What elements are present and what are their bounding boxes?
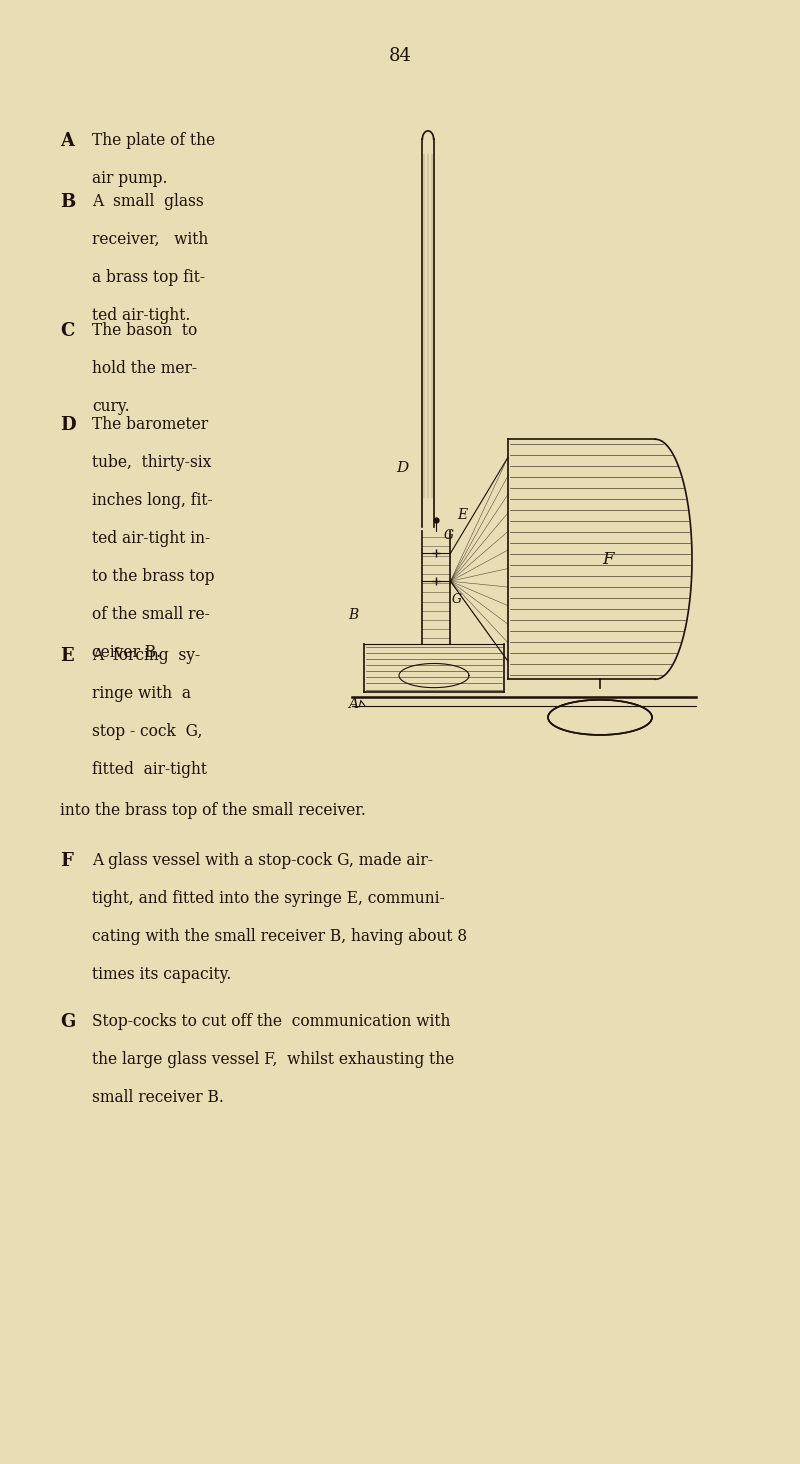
Text: A  small  glass: A small glass [92,193,204,211]
Text: inches long, fit-: inches long, fit- [92,492,213,509]
Text: D: D [60,416,76,433]
Text: tight, and fitted into the syringe E, communi-: tight, and fitted into the syringe E, co… [92,890,445,908]
Text: ted air-tight.: ted air-tight. [92,307,190,325]
Text: small receiver B.: small receiver B. [92,1089,224,1107]
Text: B: B [60,193,75,211]
Text: ted air-tight in-: ted air-tight in- [92,530,210,548]
Text: A: A [60,132,74,149]
Text: F: F [602,550,614,568]
Text: E: E [458,508,468,523]
Text: C: C [60,322,74,340]
Text: fitted  air-tight: fitted air-tight [92,761,207,779]
Text: cating with the small receiver B, having about 8: cating with the small receiver B, having… [92,928,467,946]
Text: A  forcing  sy-: A forcing sy- [92,647,200,665]
Text: ceiver B.: ceiver B. [92,644,161,662]
Text: hold the mer-: hold the mer- [92,360,197,378]
Text: tube,  thirty-six: tube, thirty-six [92,454,211,471]
Text: of the small re-: of the small re- [92,606,210,624]
Text: D: D [396,461,408,476]
Text: into the brass top of the small receiver.: into the brass top of the small receiver… [60,802,366,820]
Text: the large glass vessel F,  whilst exhausting the: the large glass vessel F, whilst exhaust… [92,1051,454,1069]
Text: times its capacity.: times its capacity. [92,966,231,984]
Text: G: G [444,529,454,542]
Text: F: F [60,852,73,870]
Text: G: G [60,1013,75,1031]
Text: The bason  to: The bason to [92,322,198,340]
Text: E: E [60,647,74,665]
Text: Stop-cocks to cut off the  communication with: Stop-cocks to cut off the communication … [92,1013,450,1031]
Text: a brass top fit-: a brass top fit- [92,269,205,287]
Text: to the brass top: to the brass top [92,568,214,586]
Text: B: B [348,608,358,622]
Text: air pump.: air pump. [92,170,167,187]
Text: cury.: cury. [92,398,130,416]
Polygon shape [548,700,652,735]
Text: A: A [348,697,358,712]
Text: ringe with  a: ringe with a [92,685,191,703]
Text: G: G [452,593,462,606]
Text: stop - cock  G,: stop - cock G, [92,723,202,741]
Text: 84: 84 [389,47,411,64]
Text: The plate of the: The plate of the [92,132,215,149]
Text: The barometer: The barometer [92,416,208,433]
Text: A glass vessel with a stop-cock G, made air-: A glass vessel with a stop-cock G, made … [92,852,433,870]
Text: receiver,   with: receiver, with [92,231,208,249]
